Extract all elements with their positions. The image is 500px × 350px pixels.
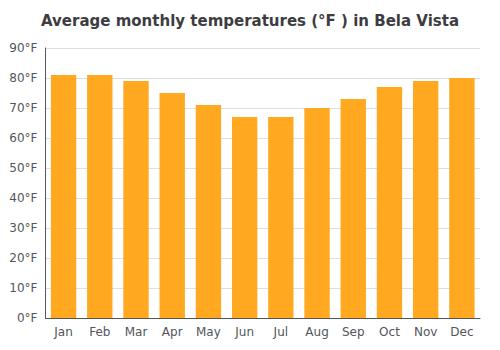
svg-text:10°F: 10°F (9, 281, 37, 295)
svg-text:80°F: 80°F (9, 71, 37, 85)
svg-text:Jan: Jan (53, 325, 72, 339)
svg-text:Jun: Jun (234, 325, 254, 339)
svg-text:Apr: Apr (162, 325, 183, 339)
svg-text:30°F: 30°F (9, 221, 37, 235)
svg-text:Dec: Dec (450, 325, 473, 339)
svg-text:Oct: Oct (379, 325, 400, 339)
svg-text:90°F: 90°F (9, 41, 37, 55)
svg-text:20°F: 20°F (9, 251, 37, 265)
svg-text:40°F: 40°F (9, 191, 37, 205)
svg-text:Mar: Mar (125, 325, 148, 339)
svg-text:60°F: 60°F (9, 131, 37, 145)
svg-text:70°F: 70°F (9, 101, 37, 115)
svg-text:Jul: Jul (273, 325, 288, 339)
svg-text:Feb: Feb (89, 325, 110, 339)
svg-text:May: May (196, 325, 221, 339)
svg-text:Aug: Aug (305, 325, 328, 339)
svg-text:50°F: 50°F (9, 161, 37, 175)
svg-text:Sep: Sep (342, 325, 365, 339)
svg-text:0°F: 0°F (17, 311, 38, 325)
svg-text:Nov: Nov (414, 325, 437, 339)
svg-text:Average monthly temperatures (: Average monthly temperatures (°F ) in Be… (41, 12, 459, 30)
